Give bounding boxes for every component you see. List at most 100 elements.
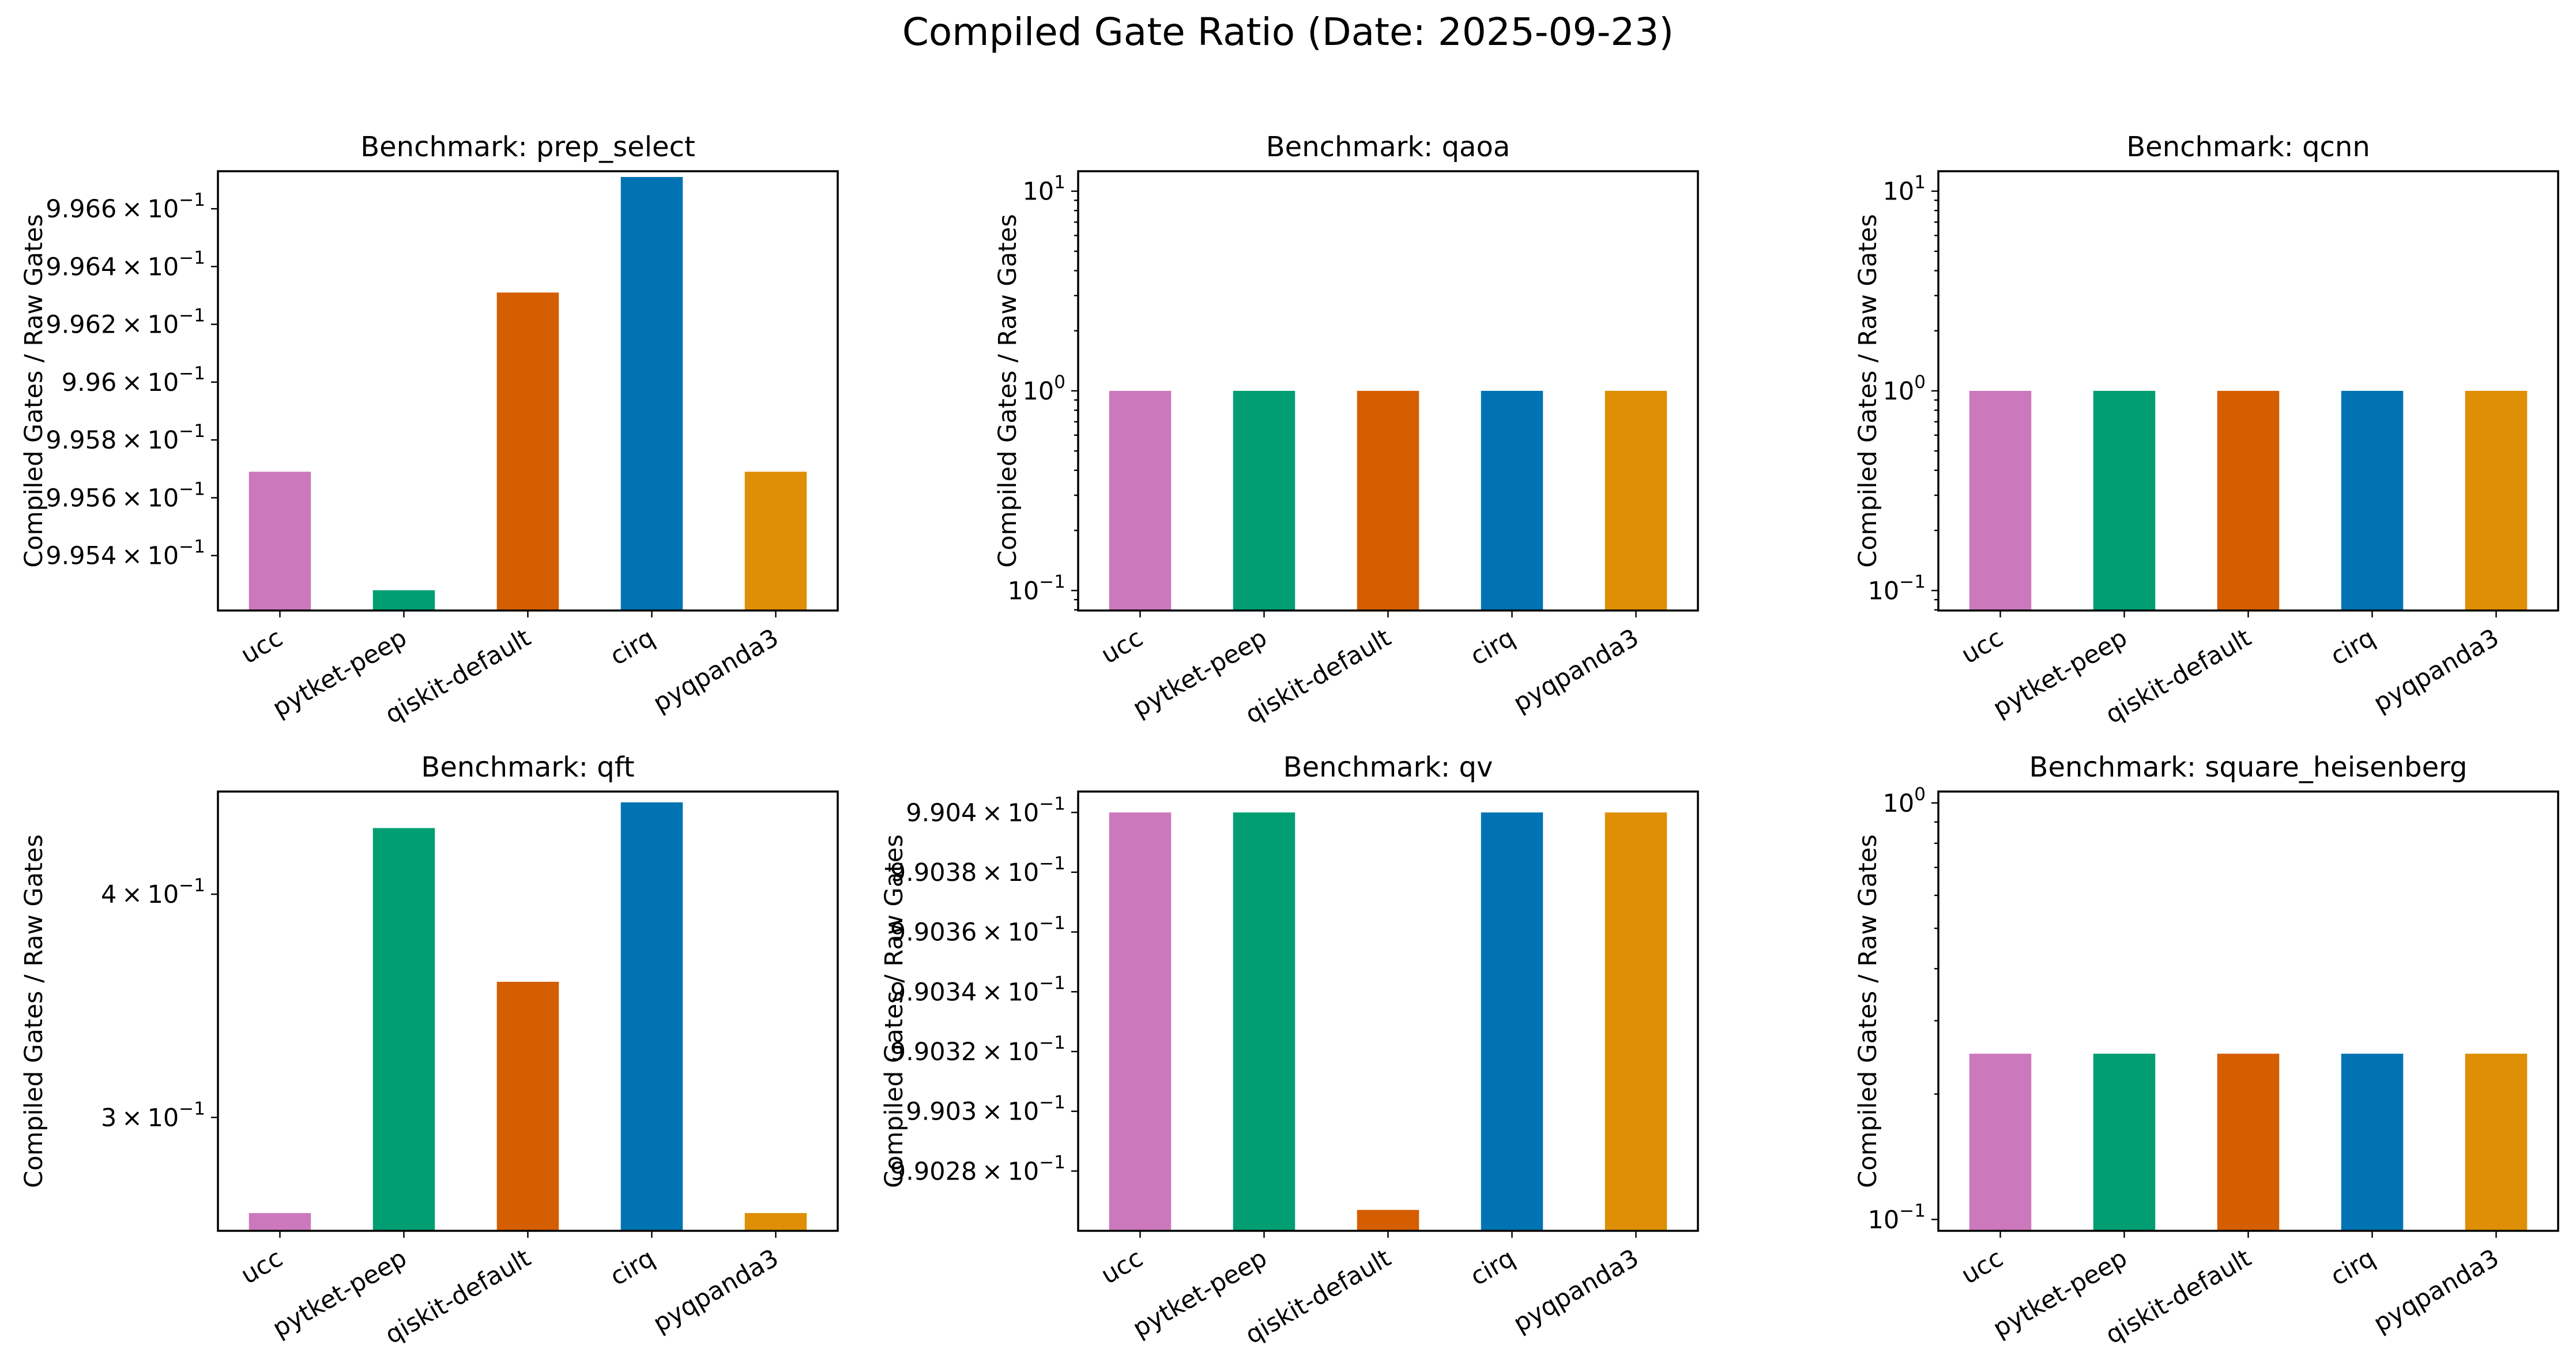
y-tick-label: 9.966 × 10−1: [46, 190, 205, 224]
y-tick-times: ×: [116, 311, 147, 340]
bar-pytket-peep: [1233, 812, 1295, 1231]
y-tick-base: 10: [148, 311, 179, 340]
bar-qiskit-default: [1357, 390, 1419, 611]
y-tick-label: 9.96 × 10−1: [62, 363, 205, 397]
y-tick-label: 9.958 × 10−1: [46, 421, 205, 455]
y-tick-mantissa: 3: [101, 1103, 116, 1132]
y-tick-exponent: −1: [1899, 571, 1926, 592]
y-tick-label: 9.9032 × 10−1: [890, 1033, 1065, 1067]
y-tick-exponent: −1: [179, 190, 205, 210]
y-tick-mantissa: 9.956: [46, 484, 116, 513]
y-tick-label: 101: [1023, 172, 1065, 206]
y-tick-label: 101: [1883, 172, 1926, 206]
subplot-title: Benchmark: qv: [1283, 751, 1493, 783]
subplot-title: Benchmark: qft: [421, 751, 634, 783]
y-tick-base: 10: [1883, 789, 1915, 818]
y-tick-times: ×: [977, 918, 1007, 947]
y-tick-mantissa: 9.9034: [890, 978, 977, 1007]
y-tick-label: 10−1: [1008, 571, 1065, 605]
axes-frame: [1937, 170, 2559, 612]
y-tick-exponent: 0: [1054, 372, 1065, 393]
y-tick-exponent: −1: [179, 363, 205, 384]
y-tick-exponent: −1: [179, 421, 205, 442]
y-axis-label: Compiled Gates / Raw Gates: [1854, 214, 1882, 568]
y-axis-label: Compiled Gates / Raw Gates: [20, 834, 48, 1188]
y-tick-times: ×: [116, 542, 147, 571]
y-tick-base: 10: [1008, 1098, 1040, 1126]
y-tick-exponent: −1: [1899, 1200, 1926, 1221]
y-tick-label: 9.903 × 10−1: [906, 1092, 1065, 1126]
bar-cirq: [1481, 390, 1543, 611]
bar-pytket-peep: [372, 590, 435, 611]
y-tick-times: ×: [116, 253, 147, 281]
y-tick-times: ×: [977, 858, 1007, 887]
y-tick-label: 9.954 × 10−1: [46, 537, 205, 571]
y-tick-base: 10: [1008, 858, 1040, 887]
y-tick-exponent: −1: [1039, 973, 1065, 993]
y-tick-mantissa: 9.958: [46, 426, 116, 455]
y-tick-mantissa: 9.954: [46, 542, 116, 571]
y-tick-base: 10: [1023, 377, 1054, 406]
y-tick-base: 10: [1008, 1157, 1040, 1186]
y-tick-label: 9.9028 × 10−1: [890, 1152, 1065, 1186]
bar-pyqpanda3: [744, 472, 807, 611]
y-tick-exponent: −1: [1039, 1152, 1065, 1173]
y-tick-mantissa: 9.966: [46, 195, 116, 224]
bar-pytket-peep: [2093, 1053, 2156, 1231]
y-tick-base: 10: [148, 1103, 179, 1132]
bar-qiskit-default: [1357, 1209, 1419, 1231]
y-tick-base: 10: [148, 542, 179, 571]
y-tick-exponent: −1: [1039, 1092, 1065, 1113]
bar-ucc: [248, 1213, 311, 1231]
y-tick-exponent: −1: [179, 875, 205, 896]
y-tick-base: 10: [1868, 1205, 1900, 1234]
y-tick-exponent: −1: [1039, 1033, 1065, 1053]
y-tick-label: 9.964 × 10−1: [46, 247, 205, 281]
y-tick-times: ×: [116, 1103, 147, 1132]
y-tick-mantissa: 4: [101, 880, 116, 909]
bar-pyqpanda3: [2465, 1053, 2528, 1231]
y-tick-base: 10: [148, 880, 179, 909]
y-tick-exponent: −1: [179, 1098, 205, 1119]
y-tick-mantissa: 9.904: [906, 798, 977, 827]
bar-ucc: [1969, 1053, 2032, 1231]
y-tick-label: 4 × 10−1: [101, 875, 205, 909]
y-tick-exponent: −1: [1039, 853, 1065, 874]
axes-frame: [217, 170, 839, 612]
y-tick-base: 10: [1008, 1038, 1040, 1067]
bar-qiskit-default: [2217, 390, 2280, 611]
y-axis-label: Compiled Gates / Raw Gates: [1854, 834, 1882, 1188]
bar-qiskit-default: [496, 292, 559, 611]
bar-qiskit-default: [496, 982, 559, 1231]
bar-cirq: [620, 802, 683, 1231]
y-axis-label: Compiled Gates / Raw Gates: [880, 834, 909, 1188]
axes-frame: [1077, 790, 1699, 1232]
y-tick-label: 9.9038 × 10−1: [890, 853, 1065, 887]
bar-cirq: [2341, 390, 2404, 611]
subplot-grid: Benchmark: prep_selectuccpytket-peepqisk…: [20, 131, 2559, 1350]
bar-cirq: [1481, 812, 1543, 1231]
y-tick-times: ×: [116, 426, 147, 455]
y-tick-exponent: −1: [179, 247, 205, 268]
y-axis-label: Compiled Gates / Raw Gates: [993, 214, 1022, 568]
subplot-title: Benchmark: qaoa: [1266, 131, 1511, 163]
bar-ucc: [1109, 812, 1172, 1231]
bar-ucc: [248, 472, 311, 611]
bar-pytket-peep: [2093, 390, 2156, 611]
y-tick-times: ×: [977, 1157, 1007, 1186]
y-tick-mantissa: 9.903: [906, 1098, 977, 1126]
bar-pyqpanda3: [2465, 390, 2528, 611]
bar-pyqpanda3: [1605, 390, 1667, 611]
y-tick-base: 10: [1008, 798, 1040, 827]
subplot-title: Benchmark: qcnn: [2126, 131, 2370, 163]
y-tick-base: 10: [1008, 978, 1040, 1007]
y-tick-base: 10: [1008, 918, 1040, 947]
y-tick-times: ×: [116, 195, 147, 224]
y-axis-label: Compiled Gates / Raw Gates: [20, 214, 48, 568]
y-tick-label: 9.9036 × 10−1: [890, 913, 1065, 947]
y-tick-base: 10: [148, 368, 179, 397]
y-tick-mantissa: 9.962: [46, 311, 116, 340]
subplot-2: Benchmark: qaoauccpytket-peepqiskit-defa…: [993, 131, 1699, 730]
y-tick-label: 9.904 × 10−1: [906, 793, 1065, 827]
